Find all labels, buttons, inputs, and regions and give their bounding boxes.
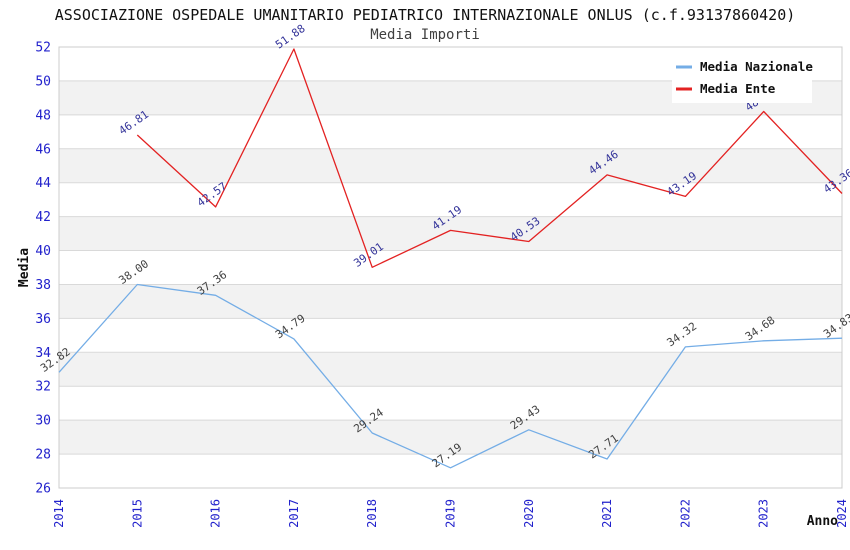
legend-box — [672, 53, 812, 103]
legend-item-media-ente[interactable]: Media Ente — [676, 81, 776, 96]
y-tick-label: 36 — [35, 312, 51, 327]
point-label: 34.32 — [665, 320, 700, 350]
y-tick-label: 34 — [35, 346, 51, 361]
legend-item-media-nazionale[interactable]: Media Nazionale — [676, 59, 813, 74]
x-tick-label: 2017 — [287, 499, 301, 528]
series-line-media-ente — [136, 48, 843, 268]
plot-band — [59, 420, 842, 455]
y-tick-label: 30 — [35, 414, 51, 429]
y-tick-label: 46 — [35, 142, 51, 157]
x-tick-label: 2024 — [835, 499, 849, 528]
chart-title: ASSOCIAZIONE OSPEDALE UMANITARIO PEDIATR… — [54, 6, 796, 24]
plot-border — [58, 46, 843, 489]
y-tick-label: 48 — [35, 108, 51, 123]
point-label: 42.57 — [195, 180, 230, 210]
y-tick-label: 28 — [35, 448, 51, 463]
x-tick-label: 2023 — [757, 499, 771, 528]
series-line-media-nazionale — [58, 283, 843, 469]
plot-band — [59, 352, 842, 387]
y-tick-label: 26 — [35, 482, 51, 497]
chart-subtitle: Media Importi — [370, 27, 480, 43]
y-tick-label: 52 — [35, 41, 51, 56]
plot-band — [59, 148, 842, 183]
y-tick-label: 42 — [35, 210, 51, 225]
y-tick-label: 44 — [35, 176, 51, 191]
y-tick-label: 50 — [35, 74, 51, 89]
x-tick-label: 2019 — [444, 499, 458, 528]
x-tick-label: 2015 — [130, 499, 144, 528]
plot-band — [59, 284, 842, 319]
legend-label: Media Nazionale — [700, 59, 813, 74]
x-tick-label: 2016 — [209, 499, 223, 528]
legend-label: Media Ente — [700, 81, 776, 96]
x-tick-label: 2018 — [365, 499, 379, 528]
y-axis-title: Media — [17, 248, 32, 287]
plot-band — [59, 216, 842, 251]
y-tick-label: 38 — [35, 278, 51, 293]
y-tick-label: 32 — [35, 380, 51, 395]
y-tick-label: 40 — [35, 244, 51, 259]
x-tick-label: 2022 — [678, 499, 692, 528]
x-tick-label: 2020 — [522, 499, 536, 528]
x-axis-title: Anno — [807, 514, 838, 529]
x-tick-label: 2014 — [52, 499, 66, 528]
x-tick-label: 2021 — [600, 499, 614, 528]
point-label: 38.00 — [116, 257, 151, 287]
legend: Media Nazionale Media Ente — [672, 53, 813, 103]
